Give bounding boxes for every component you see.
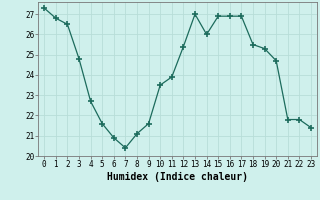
X-axis label: Humidex (Indice chaleur): Humidex (Indice chaleur) bbox=[107, 172, 248, 182]
